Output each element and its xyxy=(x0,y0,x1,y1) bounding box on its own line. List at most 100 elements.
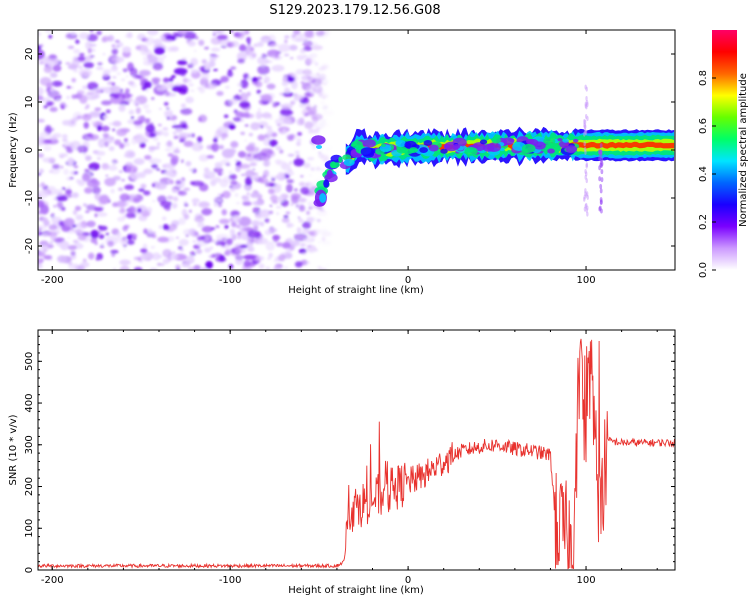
noise-blob xyxy=(47,90,60,99)
streak-blob xyxy=(584,188,587,194)
noise-blob xyxy=(69,176,74,180)
noise-blob xyxy=(156,168,160,171)
noise-blob xyxy=(323,32,330,36)
noise-blob xyxy=(213,201,218,207)
noise-blob xyxy=(198,86,206,94)
signal-blob xyxy=(323,179,330,188)
noise-blob xyxy=(185,160,192,167)
noise-blob xyxy=(291,73,298,78)
noise-blob xyxy=(85,155,92,161)
noise-blob xyxy=(189,251,197,257)
snr-ytick-label: 0 xyxy=(24,567,35,573)
noise-blob xyxy=(204,82,217,90)
noise-blob xyxy=(264,181,275,187)
noise-blob xyxy=(297,216,301,219)
noise-blob xyxy=(236,32,245,40)
noise-blob xyxy=(295,69,305,75)
noise-blob xyxy=(269,43,280,48)
noise-blob xyxy=(55,195,68,202)
noise-blob xyxy=(139,254,146,259)
noise-blob xyxy=(282,92,294,97)
noise-blob xyxy=(140,183,147,189)
noise-blob xyxy=(220,45,228,49)
noise-blob xyxy=(317,121,330,128)
noise-blob xyxy=(40,182,45,187)
noise-blob xyxy=(241,173,246,176)
noise-blob xyxy=(43,145,52,152)
noise-blob xyxy=(101,100,112,106)
noise-blob xyxy=(271,200,279,204)
spectrogram-xtick-label: -200 xyxy=(41,275,64,286)
noise-blob xyxy=(81,113,92,121)
noise-blob xyxy=(146,206,153,214)
noise-blob xyxy=(67,236,70,239)
noise-blob xyxy=(268,188,275,195)
noise-blob xyxy=(156,262,162,266)
streak-blob xyxy=(583,194,586,200)
noise-blob xyxy=(188,83,194,87)
noise-blob xyxy=(249,158,260,163)
noise-blob xyxy=(296,154,300,159)
noise-blob xyxy=(251,220,260,227)
noise-blob xyxy=(125,164,138,174)
noise-blob xyxy=(67,45,75,49)
noise-blob xyxy=(252,168,256,171)
noise-blob xyxy=(60,153,68,157)
noise-blob xyxy=(177,190,188,196)
snr-xtick-label: 0 xyxy=(405,575,411,586)
noise-blob xyxy=(301,75,312,81)
noise-blob xyxy=(152,62,164,71)
noise-blob xyxy=(127,97,133,103)
noise-blob xyxy=(218,144,224,150)
noise-blob xyxy=(71,59,80,69)
noise-blob xyxy=(278,254,286,261)
noise-blob xyxy=(161,82,172,90)
snr-ytick-label: 200 xyxy=(24,477,35,496)
noise-blob xyxy=(256,89,261,95)
signal-blob xyxy=(479,139,488,145)
noise-blob xyxy=(66,85,71,89)
noise-blob xyxy=(258,263,265,269)
noise-blob xyxy=(135,107,141,115)
noise-blob xyxy=(211,142,220,152)
noise-blob xyxy=(317,240,322,244)
signal-blob xyxy=(381,143,386,147)
noise-blob xyxy=(301,251,307,256)
noise-blob xyxy=(204,46,210,50)
noise-blob xyxy=(73,69,78,73)
noise-blob xyxy=(71,192,79,199)
noise-blob xyxy=(143,190,151,196)
streak-blob xyxy=(585,163,588,169)
noise-blob xyxy=(281,217,290,223)
noise-blob xyxy=(192,240,196,243)
noise-blob xyxy=(308,206,313,210)
noise-blob xyxy=(311,217,318,221)
noise-blob xyxy=(57,255,67,263)
noise-blob xyxy=(157,123,162,127)
noise-blob xyxy=(147,228,153,233)
noise-blob xyxy=(250,192,259,198)
noise-blob xyxy=(112,120,122,127)
noise-blob xyxy=(140,49,153,56)
noise-blob xyxy=(285,248,292,254)
noise-blob xyxy=(65,32,78,40)
noise-blob xyxy=(119,193,130,202)
noise-blob xyxy=(265,125,272,130)
noise-blob xyxy=(294,261,303,268)
noise-blob xyxy=(103,69,112,74)
noise-blob xyxy=(116,232,121,239)
noise-blob xyxy=(195,36,199,40)
colorbar-tick-label: 0.8 xyxy=(698,70,709,86)
noise-blob xyxy=(154,46,165,55)
noise-blob xyxy=(304,181,314,187)
snr-content xyxy=(38,338,675,570)
noise-blob xyxy=(193,49,197,52)
noise-blob xyxy=(48,35,52,39)
noise-blob xyxy=(319,126,324,130)
noise-blob xyxy=(306,261,311,264)
noise-blob xyxy=(246,192,250,196)
noise-blob xyxy=(197,222,205,228)
noise-blob xyxy=(181,208,188,217)
spectrogram-xtick-label: 0 xyxy=(405,275,411,286)
noise-blob xyxy=(268,139,278,147)
